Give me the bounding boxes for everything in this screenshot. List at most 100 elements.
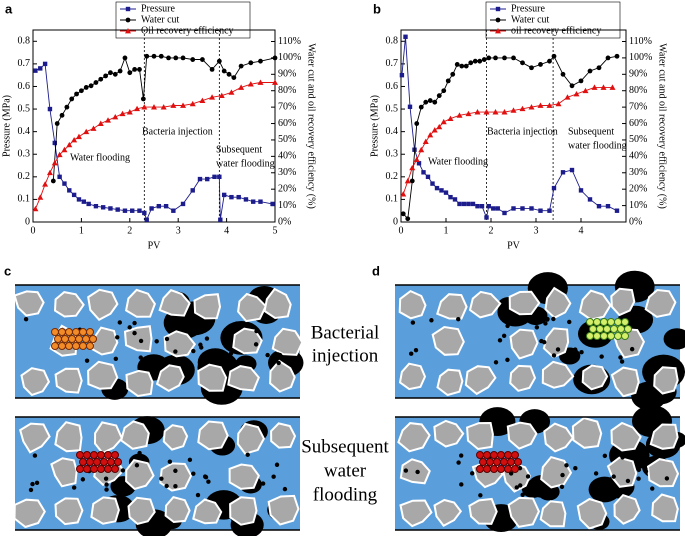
data-point bbox=[247, 81, 254, 87]
data-point bbox=[180, 55, 186, 61]
oil-droplet bbox=[80, 477, 86, 482]
data-point bbox=[226, 71, 232, 77]
rock-grain bbox=[541, 360, 575, 389]
bacteria-cluster bbox=[507, 458, 515, 466]
bacteria-cluster bbox=[607, 318, 615, 326]
bacteria-cluster bbox=[72, 342, 80, 350]
data-point bbox=[493, 55, 498, 61]
oil-droplet bbox=[199, 345, 204, 350]
data-point bbox=[405, 216, 411, 222]
data-point bbox=[47, 106, 53, 112]
bacteria-cluster bbox=[497, 465, 505, 473]
oil-droplet bbox=[659, 356, 664, 362]
data-point bbox=[587, 68, 593, 74]
data-point bbox=[459, 63, 465, 69]
bacteria-cluster bbox=[93, 458, 101, 466]
data-point bbox=[122, 208, 128, 213]
data-point bbox=[443, 190, 449, 195]
oil-droplet bbox=[138, 355, 143, 360]
data-point bbox=[272, 55, 278, 61]
data-point bbox=[538, 208, 543, 213]
oil-droplet bbox=[173, 349, 178, 354]
y2-tick-label: 30% bbox=[629, 167, 647, 178]
oil-droplet bbox=[138, 338, 144, 344]
data-point bbox=[474, 109, 481, 115]
oil-droplet bbox=[551, 316, 556, 322]
y-tick-label: 0.5 bbox=[386, 103, 399, 114]
y-tick-label: 0 bbox=[393, 216, 398, 227]
data-point bbox=[97, 120, 104, 126]
rock-grain bbox=[610, 421, 642, 452]
rock-grain bbox=[162, 424, 189, 451]
rock-grain bbox=[125, 458, 155, 491]
bacteria-cluster bbox=[586, 318, 594, 326]
bacteria-cluster bbox=[483, 465, 491, 473]
y2-tick-label: 100% bbox=[278, 52, 301, 63]
data-point bbox=[600, 84, 607, 90]
data-point bbox=[166, 55, 171, 61]
oil-droplet bbox=[501, 333, 507, 338]
data-point bbox=[142, 210, 147, 216]
data-point bbox=[591, 84, 598, 90]
y2-axis-label: Water cut and oil recovery efficiency (%… bbox=[306, 43, 317, 209]
x-tick-label: 3 bbox=[176, 225, 181, 236]
data-point bbox=[466, 201, 471, 207]
bacteria-cluster bbox=[486, 458, 494, 466]
data-point bbox=[75, 133, 82, 140]
oil-droplet bbox=[534, 325, 540, 330]
bacteria-cluster bbox=[86, 328, 94, 336]
oil-droplet bbox=[636, 467, 641, 473]
data-point bbox=[404, 177, 411, 184]
y-tick-label: 0.4 bbox=[386, 126, 399, 137]
bacteria-cluster bbox=[504, 451, 512, 459]
rock-grain bbox=[653, 366, 679, 395]
data-point bbox=[440, 118, 447, 125]
oil-droplet bbox=[403, 468, 409, 473]
data-point bbox=[547, 58, 552, 64]
rock-grain bbox=[610, 366, 640, 398]
oil-droplet bbox=[470, 471, 475, 476]
bacteria-cluster bbox=[83, 451, 91, 459]
rock-grain bbox=[197, 420, 229, 451]
oil-droplet bbox=[32, 453, 38, 458]
caption: Bacterial bbox=[311, 322, 380, 343]
data-point bbox=[199, 97, 206, 103]
x-tick-label: 1 bbox=[444, 225, 449, 236]
data-point bbox=[251, 199, 256, 204]
rock-grain bbox=[571, 416, 603, 449]
rock-grain bbox=[90, 326, 119, 356]
bacteria-cluster bbox=[614, 332, 622, 340]
data-point bbox=[560, 71, 566, 77]
bacteria-cluster bbox=[58, 328, 66, 336]
bacteria-cluster bbox=[97, 451, 105, 459]
rock-grain bbox=[50, 457, 78, 488]
data-point bbox=[413, 156, 420, 163]
legend-marker bbox=[125, 17, 131, 23]
oil-droplet bbox=[593, 471, 599, 476]
x-tick-label: 1 bbox=[79, 225, 84, 236]
oil-droplet bbox=[195, 492, 201, 498]
data-point bbox=[560, 170, 566, 175]
rock-grain bbox=[87, 360, 119, 390]
y-tick-label: 0.1 bbox=[18, 194, 31, 205]
bacteria-cluster bbox=[79, 342, 87, 350]
legend-label: Pressure bbox=[511, 3, 545, 14]
data-point bbox=[441, 88, 447, 94]
bacteria-cluster bbox=[511, 465, 519, 473]
data-point bbox=[42, 61, 48, 67]
data-point bbox=[430, 181, 435, 186]
data-point bbox=[158, 53, 164, 59]
legend-box bbox=[115, 1, 251, 39]
data-point bbox=[502, 210, 507, 216]
oil-droplet bbox=[215, 356, 221, 362]
data-point bbox=[173, 55, 179, 61]
rock-grain bbox=[509, 364, 537, 392]
oil-droplet bbox=[282, 486, 288, 492]
bacteria-cluster bbox=[603, 325, 611, 333]
rock-grain bbox=[468, 290, 502, 319]
rock-grain bbox=[164, 495, 191, 524]
x-tick-label: 0 bbox=[399, 225, 404, 236]
plot-frame bbox=[400, 29, 627, 223]
annotation: Subsequent bbox=[568, 126, 614, 137]
legend-label: Water cut bbox=[511, 14, 550, 25]
